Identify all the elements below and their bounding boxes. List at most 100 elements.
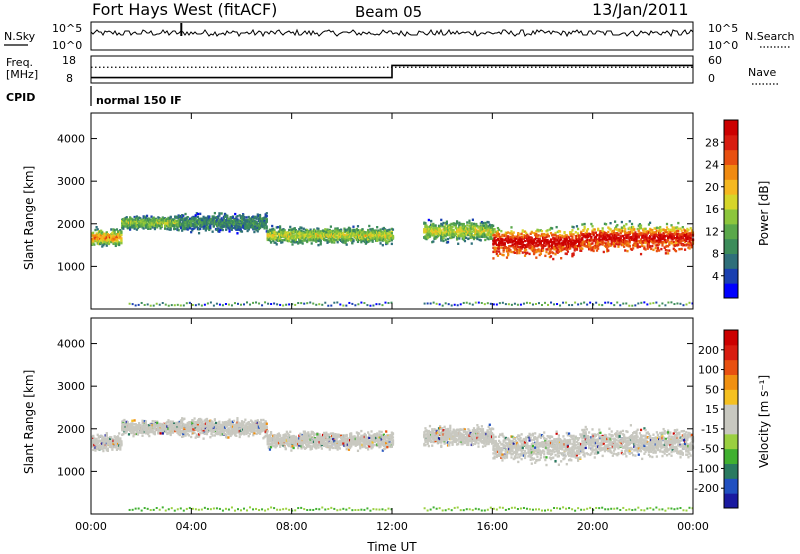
power-cell — [203, 217, 206, 220]
power-cell — [156, 226, 159, 229]
power-cell — [462, 236, 465, 239]
power-cell — [560, 236, 563, 240]
power-cell — [644, 233, 647, 236]
power-cell — [103, 238, 106, 242]
power-cell — [260, 218, 263, 221]
power-cell — [607, 242, 610, 245]
power-cell — [365, 241, 369, 244]
power-cell — [668, 234, 671, 238]
power-cell — [361, 228, 364, 231]
power-cell — [471, 218, 474, 221]
power-cell — [371, 238, 374, 242]
power-cell — [612, 243, 616, 246]
power-cell — [179, 223, 183, 226]
power-cell — [171, 223, 175, 226]
power-cell — [433, 235, 436, 238]
power-cell — [591, 248, 594, 251]
power-cell — [295, 235, 299, 238]
power-cell — [641, 240, 644, 244]
velocity-cell — [98, 435, 102, 438]
power-cell — [252, 221, 255, 225]
power-cell — [268, 229, 272, 232]
power-cell — [597, 247, 600, 250]
power-cell — [526, 234, 529, 237]
power-cell — [598, 243, 601, 247]
power-cell — [521, 251, 524, 254]
power-cell — [201, 218, 204, 222]
power-cell — [156, 220, 159, 223]
power-cell — [351, 231, 354, 235]
power-cell — [281, 240, 284, 244]
power-cell — [288, 235, 291, 238]
power-cell — [580, 238, 583, 242]
power-cell — [293, 231, 296, 234]
power-cell — [647, 242, 651, 246]
power-cell — [486, 237, 489, 240]
power-cell — [323, 230, 326, 233]
power-cell — [229, 224, 232, 227]
power-cell — [165, 219, 168, 222]
power-cell — [230, 216, 233, 219]
power-cell — [546, 241, 549, 244]
power-cell — [470, 227, 473, 231]
power-cell — [558, 245, 562, 248]
power-cell — [480, 228, 483, 231]
power-cell — [653, 235, 656, 238]
power-ground-cell — [137, 303, 140, 306]
nsearch-label: N.Search — [745, 30, 795, 43]
power-cell — [343, 229, 346, 233]
power-cell — [184, 221, 187, 224]
power-cell — [96, 239, 99, 242]
power-cell — [266, 237, 269, 240]
power-cell — [377, 236, 380, 239]
power-cell — [629, 238, 632, 241]
power-cell — [195, 212, 198, 215]
power-cell — [460, 230, 463, 233]
power-cell — [310, 233, 313, 236]
power-cell — [660, 233, 663, 236]
power-cell — [111, 231, 114, 235]
power-cell — [501, 235, 504, 238]
power-cell — [651, 244, 654, 248]
power-cell — [660, 240, 663, 243]
velocity-cell — [104, 441, 107, 444]
power-cell — [591, 225, 594, 228]
power-cell — [564, 234, 567, 237]
power-cell — [271, 230, 274, 233]
power-cell — [673, 248, 677, 252]
power-cell — [299, 236, 302, 240]
power-cell — [228, 226, 231, 229]
power-cell — [598, 240, 601, 243]
power-cell — [501, 233, 504, 237]
power-cell — [288, 232, 291, 235]
power-cell — [380, 233, 383, 236]
power-cell — [530, 239, 533, 242]
power-cell — [599, 232, 602, 235]
power-cell — [119, 237, 122, 240]
power-cell — [212, 215, 215, 218]
power-cell — [214, 216, 218, 220]
power-cell — [106, 234, 110, 237]
power-cell — [232, 218, 236, 222]
power-cell — [306, 240, 309, 244]
power-cell — [319, 234, 322, 238]
power-cell — [572, 253, 575, 257]
power-cell — [111, 234, 114, 238]
power-cell — [654, 244, 657, 247]
power-cell — [94, 228, 97, 232]
power-cell — [572, 239, 575, 242]
power-cell — [97, 240, 100, 243]
velocity-cell — [97, 447, 100, 451]
power-cell — [263, 227, 266, 230]
power-cell — [612, 229, 616, 233]
power-cell — [125, 220, 128, 223]
power-cell — [144, 226, 148, 229]
power-cell — [527, 245, 530, 248]
velocity-cell — [96, 433, 99, 437]
power-cell — [195, 225, 198, 228]
power-cell — [575, 246, 579, 249]
power-cell — [652, 235, 655, 238]
power-cell — [516, 240, 519, 244]
power-cell — [178, 224, 181, 227]
power-cell — [633, 228, 636, 231]
